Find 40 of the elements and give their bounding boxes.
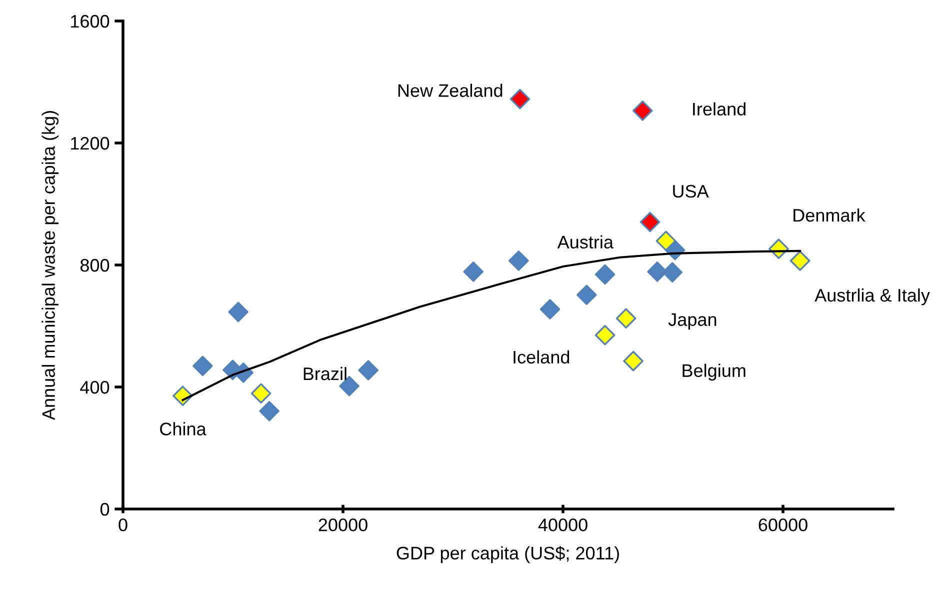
point (594, 264, 616, 285)
point (640, 212, 660, 232)
point (616, 308, 636, 329)
x-tick-label: 40000 (538, 518, 588, 532)
annotation: Austria (557, 235, 614, 249)
x-tick-label: 0 (118, 518, 128, 532)
point (623, 350, 644, 372)
y-tick-label: 400 (80, 380, 110, 394)
y-tick-label: 0 (100, 502, 110, 516)
point (790, 250, 810, 271)
annotation: Japan (668, 313, 716, 330)
y-tick-label: 1600 (71, 14, 110, 28)
point (656, 230, 676, 252)
point (358, 360, 378, 380)
point (463, 262, 484, 282)
point (250, 383, 272, 404)
annotation: Austrlia & Italy (814, 288, 930, 306)
x-tick-label: 20000 (318, 518, 368, 532)
annotation: Ireland (693, 102, 746, 116)
y-tick-label: 1200 (71, 136, 110, 150)
point (540, 299, 560, 320)
x-tick-label: 60000 (758, 518, 808, 532)
annotation: Iceland (514, 350, 570, 364)
point (632, 100, 653, 121)
annotation: New Zealand (398, 84, 502, 97)
x-axis-title: GDP per capita (US$; 2011) (396, 546, 619, 564)
point (576, 284, 597, 306)
annotation: USA (673, 184, 709, 198)
annotation: Brazil (304, 366, 346, 380)
annotation: Denmark (794, 208, 866, 222)
point (510, 88, 530, 110)
point (259, 400, 280, 422)
annotation: China (160, 422, 206, 436)
y-axis-title: Annual municipal waste per capita (kg) (42, 111, 59, 420)
y-tick-label: 800 (80, 258, 110, 272)
annotation: Belgium (682, 364, 746, 381)
point (508, 250, 529, 271)
point (192, 356, 213, 376)
point (594, 325, 616, 346)
point (228, 302, 248, 322)
